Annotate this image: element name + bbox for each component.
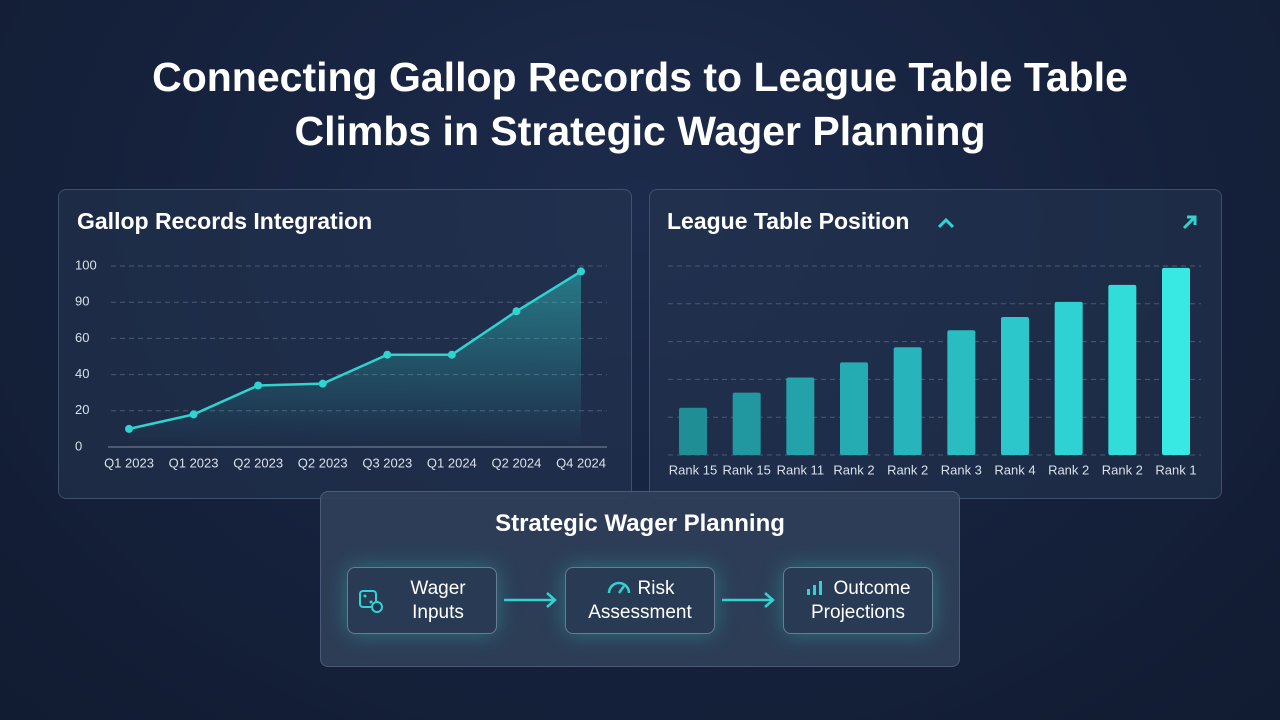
step-text: Outcome Projections	[811, 577, 911, 623]
line-panel	[58, 189, 632, 499]
page-title-text: Connecting Gallop Records to League Tabl…	[152, 54, 1128, 154]
gauge-icon	[607, 581, 630, 594]
step-text: Risk Assessment	[588, 577, 692, 623]
chart-title: League Table Position	[667, 208, 910, 234]
bars-icon	[807, 580, 823, 595]
trend-icon	[1182, 215, 1197, 230]
flow-step: Risk Assessment	[565, 567, 715, 634]
bar-panel	[649, 189, 1222, 499]
flow-title: Strategic Wager Planning	[495, 510, 785, 537]
input-icon	[359, 589, 383, 613]
flow-step: Wager Inputs	[347, 567, 497, 634]
flow-step: Outcome Projections	[783, 567, 933, 634]
step-label: Risk Assessment	[576, 577, 704, 625]
step-label: Wager Inputs	[410, 577, 466, 623]
step-label: Outcome Projections	[794, 577, 922, 625]
page-title: Connecting Gallop Records to League Tabl…	[0, 50, 1280, 158]
chevron-icon	[937, 217, 955, 229]
chart-title: Gallop Records Integration	[77, 208, 373, 234]
